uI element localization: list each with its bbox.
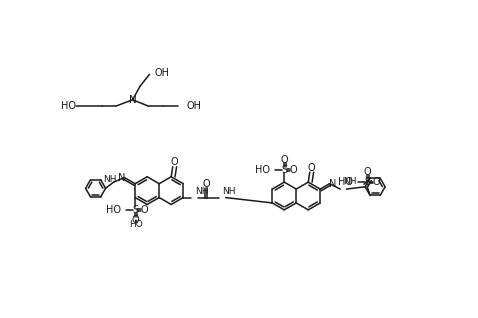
Text: N: N [329,179,336,190]
Text: N: N [118,173,125,183]
Text: O: O [281,155,288,165]
Text: HO: HO [255,165,271,175]
Text: OH: OH [155,68,170,78]
Text: HO: HO [61,101,76,111]
Text: OH: OH [186,101,201,111]
Text: HO: HO [129,220,143,229]
Text: O: O [307,162,315,173]
Text: HO: HO [106,205,121,215]
Text: O: O [290,165,297,175]
Text: NH: NH [103,175,117,183]
Text: S: S [281,165,287,175]
Text: S: S [364,177,370,187]
Text: NH: NH [195,187,208,196]
Text: HO: HO [338,177,353,187]
Text: O: O [131,215,139,225]
Text: NH: NH [343,177,357,186]
Text: O: O [363,167,371,177]
Text: N: N [129,95,136,105]
Text: NH: NH [222,187,236,196]
Text: O: O [141,205,148,215]
Text: O: O [171,157,178,167]
Text: O: O [372,177,380,187]
Text: S: S [132,205,138,215]
Text: O: O [202,179,210,189]
